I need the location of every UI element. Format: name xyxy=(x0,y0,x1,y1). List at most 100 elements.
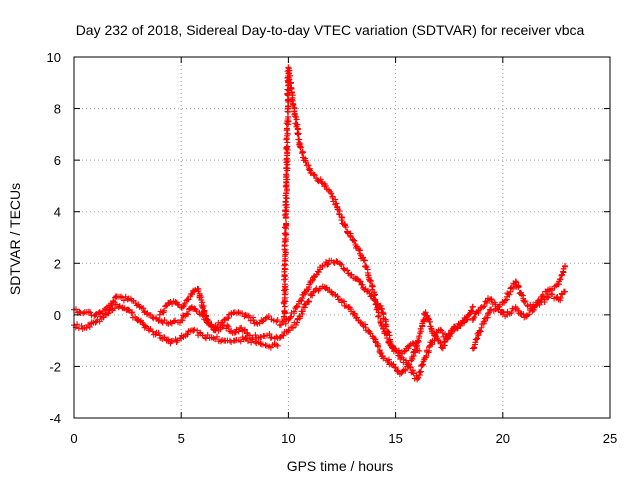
data-point-run xyxy=(116,293,129,304)
data-point-run xyxy=(414,361,426,382)
data-point-run xyxy=(488,296,501,310)
data-point-run xyxy=(257,332,268,341)
data-point xyxy=(253,319,260,326)
data-point-run xyxy=(346,304,359,322)
data-point-run xyxy=(329,193,341,211)
data-point-run xyxy=(470,305,484,322)
series-track-h xyxy=(469,288,568,324)
data-point-run xyxy=(278,316,290,328)
data-point-run xyxy=(372,336,385,360)
data-point-run xyxy=(539,293,552,305)
data-point xyxy=(422,309,429,316)
grid-lines xyxy=(74,57,610,418)
data-point-run xyxy=(457,314,470,326)
data-point-run xyxy=(223,322,235,335)
data-point-run xyxy=(480,295,491,311)
data-point-run xyxy=(289,100,298,115)
data-point xyxy=(156,311,163,318)
data-point-run xyxy=(307,169,318,179)
data-point xyxy=(465,311,472,318)
data-point-run xyxy=(312,285,324,294)
data-point-run xyxy=(72,321,86,332)
data-point-run xyxy=(233,334,247,345)
data-point-run xyxy=(291,111,302,143)
data-point-run xyxy=(213,322,226,334)
data-point-run xyxy=(413,310,429,346)
data-point-run xyxy=(330,258,341,266)
data-point-run xyxy=(405,345,420,368)
data-point-run xyxy=(294,289,309,310)
y-tick-label: 6 xyxy=(54,153,61,168)
data-point-run xyxy=(157,299,173,316)
data-point-run xyxy=(192,285,201,293)
data-point-run xyxy=(355,317,368,330)
data-point xyxy=(512,278,519,285)
series-track-f xyxy=(276,283,472,378)
data-point xyxy=(167,319,174,326)
data-point xyxy=(469,304,476,311)
data-point-run xyxy=(479,309,493,328)
data-point-run xyxy=(342,221,356,243)
data-point xyxy=(561,262,568,269)
data-point-run xyxy=(504,280,518,298)
data-point xyxy=(371,335,378,342)
data-point-run xyxy=(321,181,334,195)
data-point xyxy=(92,311,99,318)
y-tick-label: 2 xyxy=(54,256,61,271)
data-point xyxy=(478,324,485,331)
data-points xyxy=(71,64,568,383)
data-point-run xyxy=(185,287,197,303)
series-track-e xyxy=(276,257,476,383)
data-point-run xyxy=(202,331,215,342)
data-point-run xyxy=(351,237,362,252)
data-point-run xyxy=(421,344,432,363)
y-tick-label: -2 xyxy=(49,359,61,374)
series-track-g xyxy=(469,262,568,352)
data-point-run xyxy=(195,288,210,324)
data-point xyxy=(238,324,245,331)
data-point-run xyxy=(136,303,151,318)
data-point-run xyxy=(423,312,438,337)
data-point xyxy=(274,342,281,349)
x-tick-label: 25 xyxy=(603,431,617,446)
data-point-run xyxy=(179,305,195,324)
data-point xyxy=(124,296,131,303)
data-point xyxy=(561,288,568,295)
series-track-c xyxy=(156,285,281,342)
data-point xyxy=(521,298,528,305)
data-point-run xyxy=(314,176,325,186)
y-tick-label: -4 xyxy=(49,411,61,426)
data-point-run xyxy=(83,308,98,319)
data-point-run xyxy=(93,311,108,325)
data-point-run xyxy=(548,291,561,302)
data-point-run xyxy=(73,306,87,317)
y-tick-label: 0 xyxy=(54,308,61,323)
data-point-run xyxy=(212,333,226,345)
x-tick-labels: 0 5 10 15 20 25 xyxy=(70,431,617,446)
y-tick-label: 8 xyxy=(54,102,61,117)
data-point xyxy=(328,190,335,197)
data-point-run xyxy=(168,317,183,327)
series-track-b xyxy=(71,301,281,351)
data-point-run xyxy=(514,305,527,318)
data-point-run xyxy=(380,310,394,349)
x-tick-label: 20 xyxy=(496,431,510,446)
data-point xyxy=(293,319,300,326)
data-point-run xyxy=(287,80,296,103)
x-axis-label: GPS time / hours xyxy=(287,458,394,474)
data-point-run xyxy=(389,361,402,375)
data-point-run xyxy=(337,261,351,274)
data-point-run xyxy=(497,308,509,320)
data-point-run xyxy=(254,315,269,327)
axis-ticks xyxy=(73,56,611,419)
data-point xyxy=(221,317,228,324)
data-point xyxy=(274,317,281,324)
data-point-run xyxy=(303,274,317,293)
y-tick-label: 4 xyxy=(54,205,61,220)
x-tick-label: 10 xyxy=(281,431,295,446)
chart-title: Day 232 of 2018, Sidereal Day-to-day VTE… xyxy=(76,22,585,38)
data-point-run xyxy=(233,309,248,320)
data-point-run xyxy=(539,286,552,300)
